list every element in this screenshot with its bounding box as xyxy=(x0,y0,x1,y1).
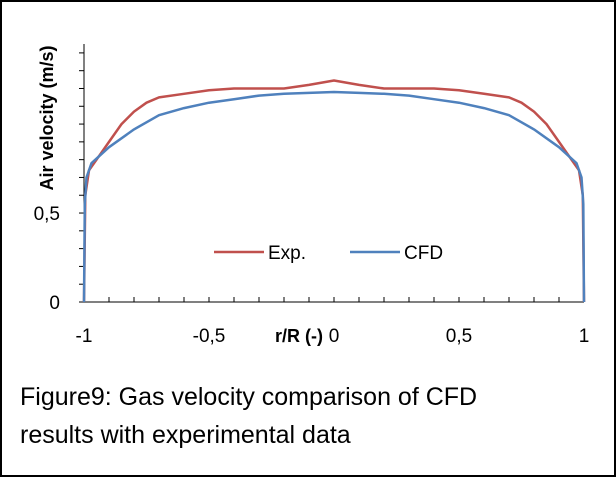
x-tick-label: 0 xyxy=(329,326,340,347)
caption-line-2: results with experimental data xyxy=(20,421,351,449)
legend-label-exp: Exp. xyxy=(268,243,306,264)
legend-label-cfd: CFD xyxy=(404,243,443,264)
figure-caption: Figure9: Gas velocity comparison of CFD … xyxy=(20,378,600,454)
x-tick-label: 1 xyxy=(579,326,590,347)
x-tick-label: 0,5 xyxy=(446,326,472,347)
y-tick-label: 0,5 xyxy=(34,204,60,225)
series-line-exp xyxy=(82,79,586,303)
caption-line-1: Figure9: Gas velocity comparison of CFD xyxy=(20,383,478,411)
y-axis-label: Air velocity (m/s) xyxy=(37,45,57,190)
x-tick-label: -0,5 xyxy=(193,326,226,347)
series-line-cfd xyxy=(82,90,586,303)
velocity-chart: 0 0,5 -1 -0,5 0 0,5 1 r/R (-) Air velocity (m/s)… xyxy=(34,44,590,347)
y-tick-label: 0 xyxy=(49,293,60,314)
x-tick-label: -1 xyxy=(76,326,93,347)
x-axis-label: r/R (-) xyxy=(275,326,323,346)
